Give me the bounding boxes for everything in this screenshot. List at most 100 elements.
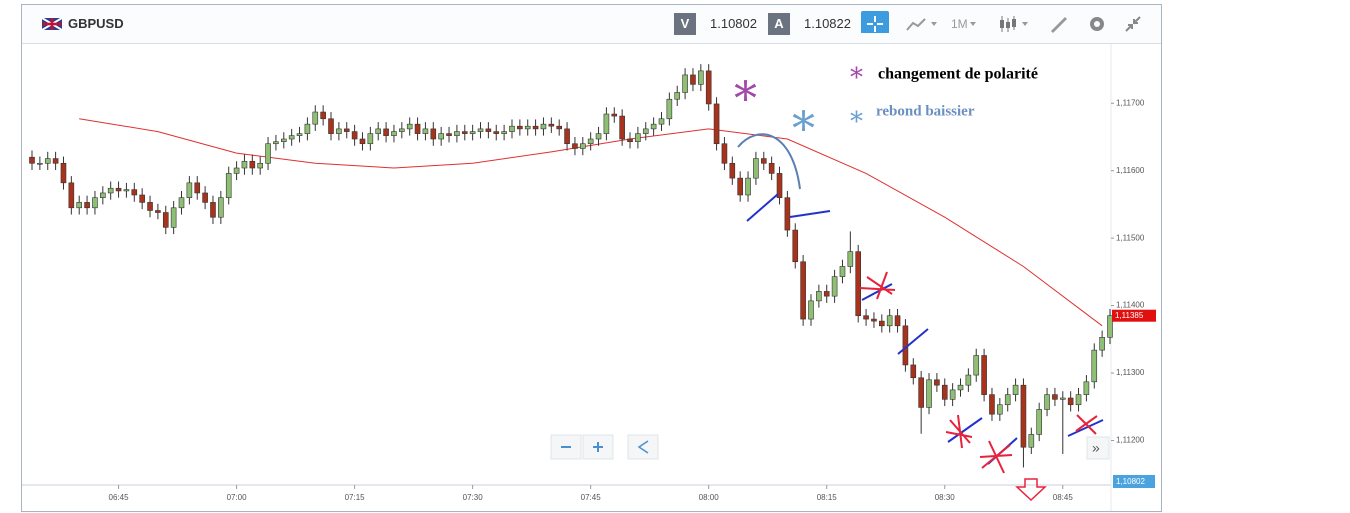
candle-body <box>414 123 421 134</box>
candle-body <box>540 123 547 130</box>
sell-button[interactable]: V <box>674 13 696 35</box>
candle-body <box>934 379 940 386</box>
candle-body <box>218 197 224 218</box>
candle-body <box>461 131 468 134</box>
candle-body <box>941 384 948 400</box>
candle-body <box>674 92 681 100</box>
candle-body <box>107 187 114 194</box>
annotations <box>737 133 1104 502</box>
x-tick-label: 06:45 <box>109 493 130 502</box>
asterisk-polarity: * <box>734 71 757 125</box>
candle-body <box>627 138 633 143</box>
candle-body <box>650 123 657 130</box>
candle-body <box>296 133 303 136</box>
candle-body <box>336 128 342 134</box>
candle-body <box>1099 336 1105 351</box>
candle-body <box>705 70 712 105</box>
candle-body <box>658 118 665 125</box>
candle-body <box>351 131 358 140</box>
candle-body <box>580 143 586 149</box>
candle-body <box>68 182 75 209</box>
candle-body <box>816 291 822 302</box>
candle-body <box>44 158 51 164</box>
candle-body <box>524 125 531 130</box>
candle-body <box>52 158 59 164</box>
draw-button[interactable] <box>1047 13 1071 35</box>
candle-body <box>233 167 240 174</box>
chart-panel: GBPUSD V 1.10802 A 1.10822 1M * * * chan… <box>21 4 1162 512</box>
candle-body <box>548 123 555 127</box>
sell-price[interactable]: 1.10802 <box>710 16 757 31</box>
legend-box <box>844 61 1084 103</box>
candle-body <box>564 128 570 145</box>
zoom-in-button[interactable] <box>582 434 614 460</box>
candle-body <box>792 229 799 263</box>
candle-body <box>92 197 98 209</box>
timeframe-button[interactable]: 1M <box>951 17 968 31</box>
candle-body <box>926 379 932 408</box>
chart-type-button[interactable] <box>904 13 940 35</box>
candle-body <box>894 315 901 327</box>
candle-body <box>210 202 216 218</box>
y-tick-label: 1,11700 <box>1116 98 1145 107</box>
candle-body <box>257 162 263 169</box>
candle-body <box>989 394 995 415</box>
legend-text: rebond baissier <box>876 103 975 119</box>
candle-body <box>847 251 854 267</box>
candle-body <box>76 202 83 209</box>
candle-body <box>831 276 838 297</box>
candle-body <box>635 133 641 143</box>
candle-body <box>863 315 869 320</box>
x-tick-label: 07:45 <box>581 493 602 502</box>
candle-body <box>147 202 153 211</box>
legend-text: changement de polarité <box>878 66 1038 83</box>
scroll-right-button[interactable] <box>1086 436 1110 460</box>
candle-body <box>162 212 169 228</box>
candle-body <box>753 158 759 179</box>
candle-body <box>509 125 515 132</box>
crosshair-button[interactable] <box>861 11 889 33</box>
grid: 1,11200 1,11300 1,11400 1,11500 1,11600 1,117… <box>109 98 1145 502</box>
buy-button[interactable]: A <box>768 13 790 35</box>
candle-body <box>1028 434 1035 448</box>
candle-body <box>131 189 138 196</box>
x-tick-label: 08:45 <box>1053 493 1074 502</box>
candle-body <box>155 210 161 213</box>
legend-marker: * <box>850 63 863 93</box>
candle-body <box>249 160 256 169</box>
candle-body <box>745 177 751 196</box>
candle-body <box>997 404 1003 415</box>
x-tick-label: 08:30 <box>935 493 956 502</box>
candle-body <box>1059 397 1066 400</box>
share-button[interactable] <box>627 434 659 460</box>
candle-body <box>784 197 791 231</box>
candle-body <box>642 128 649 134</box>
y-tick-label: 1,11200 <box>1116 436 1145 445</box>
price-marker <box>1112 309 1156 322</box>
collapse-button[interactable] <box>1122 13 1144 35</box>
candle-body <box>288 135 295 140</box>
candle-body <box>517 125 523 130</box>
candle-body <box>879 320 885 327</box>
candle-body <box>446 133 452 136</box>
x-tick-label: 08:15 <box>817 493 838 502</box>
candle-body <box>1075 394 1082 406</box>
symbol[interactable]: GBPUSD <box>68 16 124 31</box>
x-tick-label: 07:00 <box>227 493 248 502</box>
candle-body <box>713 103 720 145</box>
candle-body <box>454 131 460 136</box>
asterisk-rebound: * <box>792 101 815 155</box>
candle-button[interactable] <box>997 13 1033 35</box>
candle-body <box>29 156 35 164</box>
candle-body <box>320 111 326 120</box>
candle-body <box>84 202 90 209</box>
candle-body <box>1020 384 1027 448</box>
candle-body <box>611 113 618 117</box>
x-tick-label: 07:30 <box>463 493 484 502</box>
candle-body <box>406 123 413 130</box>
y-tick-label: 1,11500 <box>1116 233 1145 242</box>
candles <box>29 64 1113 468</box>
settings-button[interactable] <box>1086 13 1108 35</box>
candle-body <box>170 207 177 228</box>
buy-price[interactable]: 1.10822 <box>804 16 851 31</box>
